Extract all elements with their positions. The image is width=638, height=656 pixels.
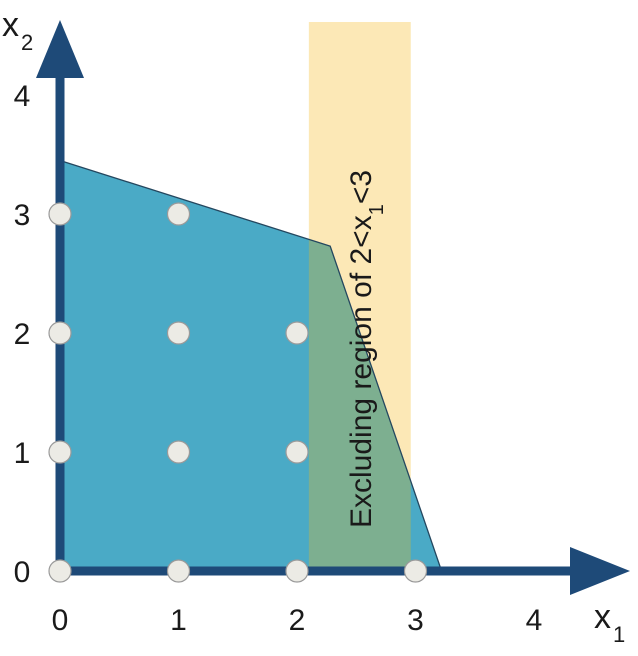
x-tick-label-4: 4 bbox=[526, 604, 543, 637]
y-axis-title-main: x bbox=[2, 6, 19, 44]
integer-point-0-2 bbox=[48, 321, 72, 345]
y-tick-label-3: 3 bbox=[14, 199, 31, 232]
y-tick-label-0: 0 bbox=[14, 556, 31, 589]
integer-point-1-1 bbox=[166, 440, 191, 464]
integer-point-0-3 bbox=[48, 202, 72, 226]
integer-point-2-0 bbox=[285, 559, 309, 583]
integer-point-0-1 bbox=[48, 440, 72, 464]
excluded-overlap-region bbox=[308, 239, 411, 571]
y-axis-title: x2 bbox=[2, 6, 33, 55]
x-axis-title-main: x bbox=[594, 598, 611, 636]
excluded-band-label-main: Excluding region of 2<x bbox=[345, 215, 378, 528]
excluded-band-label-subscript: 1 bbox=[366, 204, 388, 215]
feasible-region-boundary bbox=[59, 159, 443, 572]
x-tick-label-0: 0 bbox=[52, 604, 69, 637]
integer-point-1-0 bbox=[166, 559, 191, 583]
y-axis-arrowhead bbox=[36, 20, 84, 78]
x-axis bbox=[56, 547, 630, 595]
x-axis-arrowhead bbox=[570, 547, 630, 595]
x-axis-title-subscript: 1 bbox=[613, 622, 625, 647]
x-tick-label-3: 3 bbox=[407, 604, 424, 637]
excluded-band-label-end: <3 bbox=[345, 170, 378, 204]
y-axis bbox=[36, 20, 84, 575]
integer-points bbox=[48, 202, 428, 583]
y-tick-label-4: 4 bbox=[14, 80, 31, 113]
y-tick-labels: 0 1 2 3 4 bbox=[14, 80, 31, 589]
y-axis-title-subscript: 2 bbox=[21, 30, 33, 55]
x-axis-title: x1 bbox=[594, 598, 625, 647]
integer-point-2-1 bbox=[285, 440, 309, 464]
x-tick-label-1: 1 bbox=[170, 604, 187, 637]
integer-point-0-0 bbox=[48, 559, 72, 583]
y-tick-label-2: 2 bbox=[14, 318, 31, 351]
integer-point-1-2 bbox=[166, 321, 191, 345]
integer-point-3-0 bbox=[403, 559, 428, 583]
excluded-band-label: Excluding region of 2<x1<3 bbox=[345, 170, 388, 528]
x-tick-label-2: 2 bbox=[289, 604, 306, 637]
y-tick-label-1: 1 bbox=[14, 437, 31, 470]
x-tick-labels: 0 1 2 3 4 bbox=[52, 604, 543, 637]
integer-point-1-3 bbox=[166, 202, 191, 226]
integer-point-2-2 bbox=[285, 321, 309, 345]
